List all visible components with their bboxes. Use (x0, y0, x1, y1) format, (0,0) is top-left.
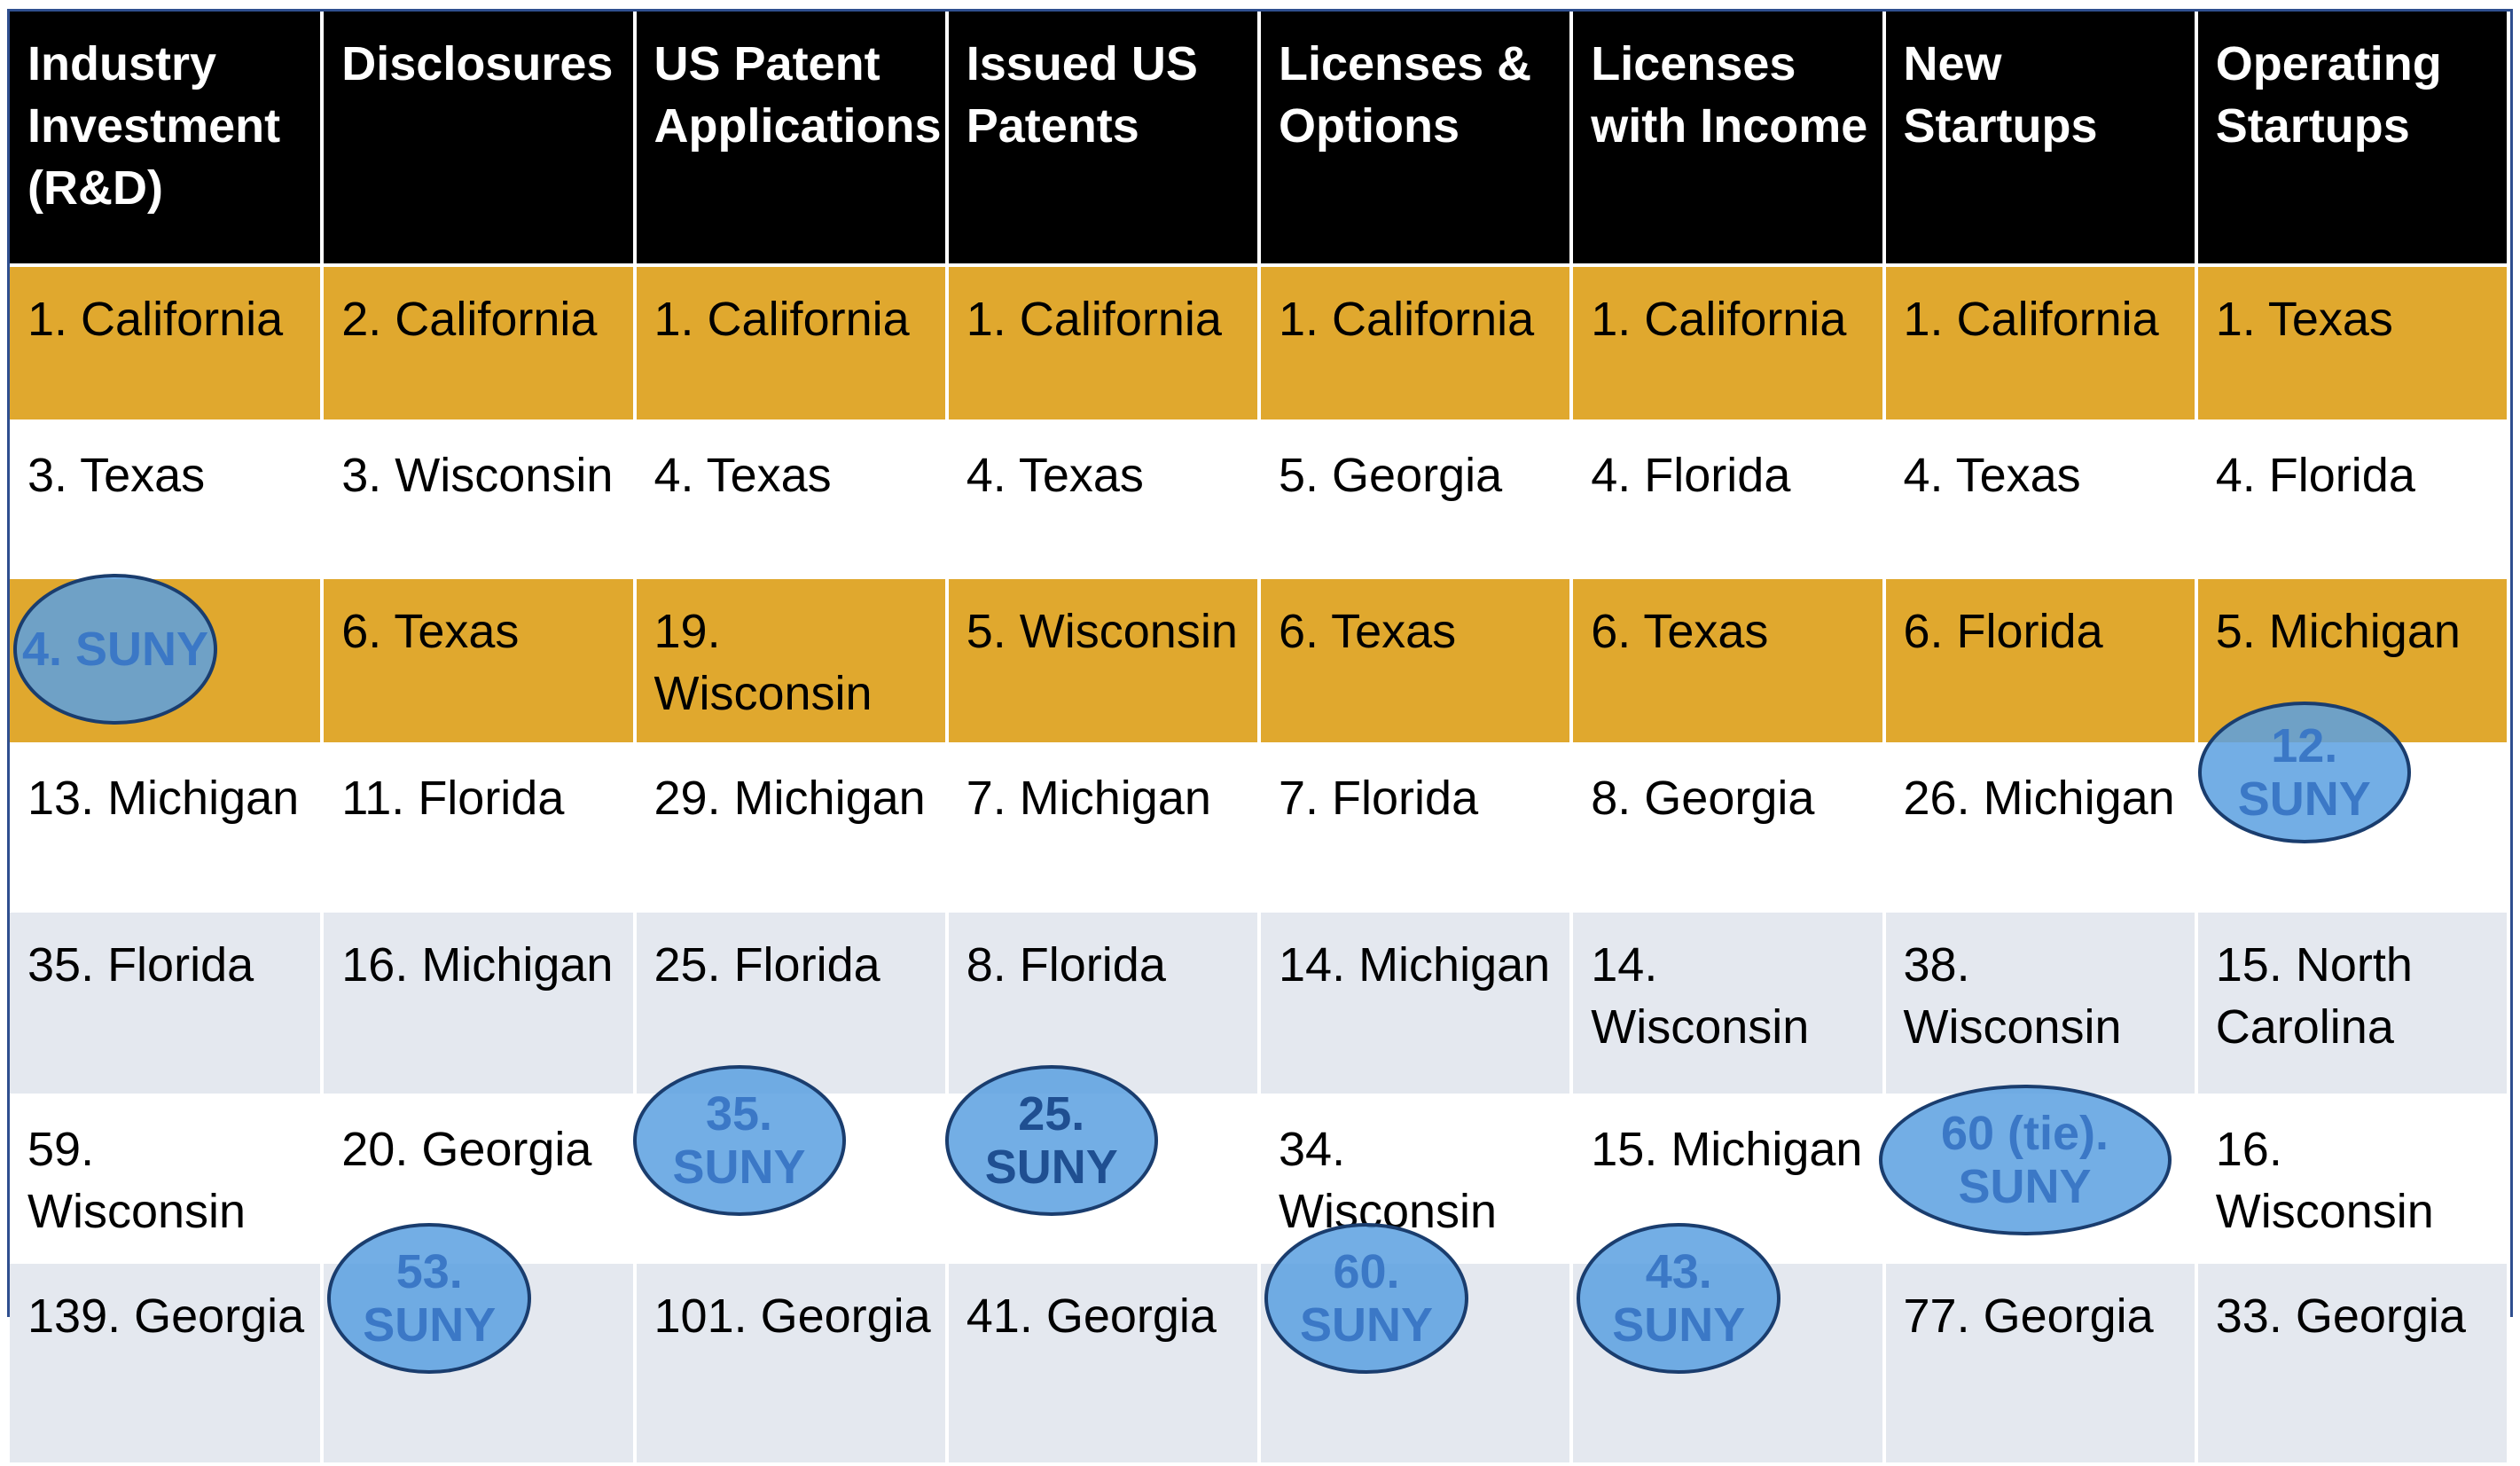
header-disclosures: Disclosures (322, 12, 637, 267)
table-row: 1. California 2. California 1. Californi… (10, 265, 2511, 423)
suny-highlight-ellipse: 25. SUNY (944, 1065, 1158, 1216)
table-row: 59. Wisconsin 20. Georgia 35. SUNY 25. S… (10, 1065, 2511, 1264)
header-us-patent-applications: US Patent Applications (634, 12, 949, 267)
table-cell: 13. Michigan (10, 744, 325, 913)
suny-highlight-ellipse: 60 (tie). SUNY (1878, 1085, 2172, 1235)
table-cell: 101. Georgia (634, 1262, 949, 1466)
table-cell: 1. Texas (2195, 265, 2511, 423)
table-cell: 1. California (10, 265, 325, 423)
header-industry-investment: Industry Investment (R&D) (10, 12, 325, 267)
suny-rank-label: 4. SUNY (21, 623, 209, 676)
table-cell: 33. Georgia (2195, 1262, 2511, 1466)
table-cell: 4. Texas (1883, 421, 2198, 579)
suny-highlight-ellipse: 60. SUNY (1264, 1223, 1468, 1374)
table-cell: 4. Texas (946, 421, 1262, 579)
table-cell: 34. Wisconsin (1259, 1095, 1574, 1264)
table-cell: 8. Georgia (1571, 744, 1886, 913)
table-row: 13. Michigan 11. Florida 29. Michigan 7.… (10, 702, 2511, 913)
table-cell: 7. Michigan (946, 744, 1262, 913)
table-cell: 2. California (322, 265, 637, 423)
table-cell: 7. Florida (1259, 744, 1574, 913)
table-cell: 29. Michigan (634, 744, 949, 913)
table-row: 139. Georgia 53. SUNY 101. Georgia 41. G… (10, 1223, 2511, 1466)
table-cell: 15. North Carolina (2195, 911, 2511, 1097)
table-cell: 12. SUNY (2195, 702, 2511, 913)
table-cell: 43. SUNY (1571, 1223, 1886, 1466)
table-cell: 4. Florida (1571, 421, 1886, 579)
table-cell: 4. Florida (2195, 421, 2511, 579)
suny-highlight-ellipse: 4. SUNY (13, 574, 217, 725)
rankings-table-container: Industry Investment (R&D) Disclosures US… (7, 9, 2513, 1466)
header-licenses-with-income: Licenses with Income (1571, 12, 1886, 267)
table-cell: 1. California (634, 265, 949, 423)
suny-rank-label: 43. SUNY (1612, 1245, 1746, 1352)
table-cell: 60. SUNY (1259, 1223, 1574, 1466)
rankings-table: Industry Investment (R&D) Disclosures US… (10, 12, 2511, 1466)
table-cell: 1. California (946, 265, 1262, 423)
suny-highlight-ellipse: 35. SUNY (632, 1065, 846, 1216)
table-cell: 6. Texas (1571, 577, 1886, 746)
table-cell: 8. Florida (946, 911, 1262, 1097)
table-cell: 3. Texas (10, 421, 325, 579)
table-cell: 25. SUNY (944, 1065, 1262, 1264)
suny-rank-label: 12. SUNY (2237, 719, 2371, 826)
table-cell: 38. Wisconsin (1883, 911, 2198, 1097)
suny-highlight-ellipse: 53. SUNY (327, 1223, 532, 1374)
suny-rank-label: 25. SUNY (984, 1087, 1118, 1194)
table-cell: 5. Georgia (1259, 421, 1574, 579)
header-row: Industry Investment (R&D) Disclosures US… (10, 12, 2511, 267)
header-operating-startups: Operating Startups (2195, 12, 2511, 267)
table-cell: 6. Texas (322, 577, 637, 746)
table-cell: 5. Wisconsin (946, 577, 1262, 746)
table-cell: 4. SUNY (10, 574, 325, 746)
table-cell: 6. Florida (1883, 577, 2198, 746)
table-row: 35. Florida 16. Michigan 25. Florida 8. … (10, 911, 2511, 1097)
table-cell: 1. California (1259, 265, 1574, 423)
suny-highlight-ellipse: 43. SUNY (1577, 1223, 1781, 1374)
table-cell: 3. Wisconsin (322, 421, 637, 579)
suny-highlight-ellipse: 12. SUNY (2197, 702, 2411, 843)
suny-rank-label: 60 (tie). SUNY (1940, 1107, 2109, 1213)
suny-rank-label: 35. SUNY (672, 1087, 806, 1194)
table-cell: 1. California (1571, 265, 1886, 423)
header-licenses-options: Licenses & Options (1259, 12, 1574, 267)
table-cell: 41. Georgia (946, 1262, 1262, 1466)
table-cell: 1. California (1883, 265, 2198, 423)
table-cell: 35. Florida (10, 911, 325, 1097)
table-row: 4. SUNY 6. Texas 19. Wisconsin 5. Wiscon… (10, 574, 2511, 746)
table-cell: 60 (tie). SUNY (1878, 1085, 2198, 1264)
table-cell: 6. Texas (1259, 577, 1574, 746)
table-cell: 53. SUNY (322, 1223, 637, 1466)
table-cell: 35. SUNY (632, 1065, 949, 1264)
table-cell: 4. Texas (634, 421, 949, 579)
table-cell: 16. Wisconsin (2195, 1095, 2511, 1264)
table-cell: 139. Georgia (10, 1262, 325, 1466)
table-row: 3. Texas 3. Wisconsin 4. Texas 4. Texas … (10, 421, 2511, 579)
table-cell: 14. Michigan (1259, 911, 1574, 1097)
table-cell: 59. Wisconsin (10, 1095, 325, 1264)
header-new-startups: New Startups (1883, 12, 2198, 267)
suny-rank-label: 53. SUNY (363, 1245, 497, 1352)
suny-rank-label: 60. SUNY (1299, 1245, 1434, 1352)
table-cell: 14. Wisconsin (1571, 911, 1886, 1097)
table-cell: 11. Florida (322, 744, 637, 913)
table-cell: 77. Georgia (1883, 1262, 2198, 1466)
table-cell: 26. Michigan (1883, 744, 2198, 913)
table-cell: 25. Florida (634, 911, 949, 1097)
table-cell: 16. Michigan (322, 911, 637, 1097)
header-issued-us-patents: Issued US Patents (946, 12, 1262, 267)
table-cell: 19. Wisconsin (634, 577, 949, 746)
